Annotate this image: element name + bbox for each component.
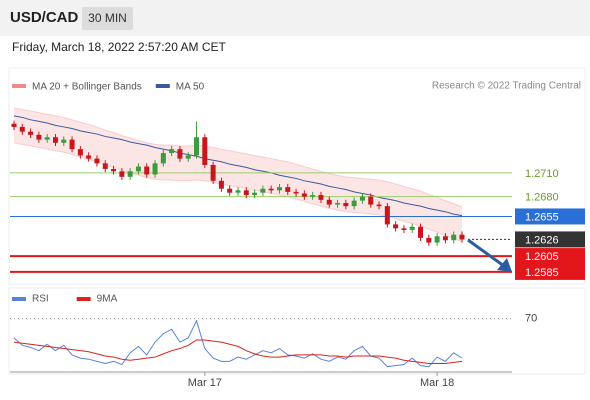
- level-box: [515, 231, 585, 248]
- timestamp: Friday, March 18, 2022 2:57:20 AM CET: [12, 40, 227, 54]
- candle-body: [144, 166, 150, 175]
- arrow-head: [497, 258, 512, 272]
- indicator-line: [13, 339, 463, 364]
- candle-body: [459, 234, 465, 240]
- level-label: 1.2710: [525, 168, 559, 180]
- candle-body: [451, 234, 457, 241]
- candle-body: [94, 158, 100, 164]
- candle-body: [111, 168, 117, 172]
- candle-body: [127, 171, 133, 177]
- bollinger-band: [14, 107, 462, 242]
- candle-body: [252, 192, 258, 196]
- candle-body: [376, 204, 382, 207]
- legend-label: 9MA: [97, 294, 118, 305]
- legend-swatch: [155, 84, 170, 88]
- candle-body: [177, 149, 183, 159]
- candle-body: [418, 226, 424, 238]
- legend-label: MA 20 + Bollinger Bands: [32, 82, 142, 93]
- level-label: 1.2605: [525, 251, 559, 263]
- band-edge: [13, 107, 463, 208]
- candle-body: [185, 155, 191, 159]
- candle-body: [119, 171, 125, 177]
- candle-body: [301, 193, 307, 197]
- level-label: 1.2680: [525, 192, 559, 204]
- candle-body: [326, 199, 332, 205]
- candle-body: [268, 188, 274, 191]
- y-tick-label: 70: [525, 313, 537, 325]
- candle-body: [28, 131, 34, 135]
- forecast-arrow: [467, 238, 505, 268]
- candle-body: [227, 188, 233, 193]
- candle-body: [160, 153, 166, 164]
- candle-body: [194, 137, 200, 156]
- candle-body: [359, 196, 365, 201]
- candle-body: [52, 137, 58, 143]
- candle-body: [335, 202, 341, 205]
- candle-body: [169, 149, 175, 154]
- candle-body: [243, 190, 249, 196]
- source: Research © 2022 Trading Central: [432, 81, 581, 92]
- candle-body: [44, 137, 50, 140]
- candle-body: [36, 134, 42, 140]
- candle-body: [384, 206, 390, 225]
- level-label: 1.2585: [525, 267, 559, 279]
- candle-body: [152, 163, 158, 175]
- candle-body: [409, 226, 415, 230]
- indicator-line: [13, 319, 463, 368]
- price-panel: [8, 67, 586, 285]
- candle-body: [260, 188, 266, 193]
- candle-body: [401, 228, 407, 230]
- candle-body: [69, 139, 75, 150]
- level-box: [515, 248, 585, 265]
- level-label: 1.2655: [525, 211, 559, 223]
- candle-body: [426, 237, 432, 243]
- candle-body: [442, 236, 448, 241]
- symbol: USD/CAD: [10, 9, 79, 26]
- candle-body: [318, 195, 324, 200]
- candle-body: [61, 139, 67, 143]
- candle-body: [210, 164, 216, 181]
- legend-label: MA 50: [176, 82, 205, 93]
- candle-body: [434, 236, 440, 243]
- candle-body: [351, 200, 357, 207]
- legend-swatch: [12, 84, 26, 88]
- level-label: 1.2626: [525, 234, 559, 246]
- ma-line: [13, 115, 463, 217]
- candle-body: [343, 202, 349, 207]
- candle-body: [310, 195, 316, 197]
- candle-body: [218, 180, 224, 189]
- level-box: [515, 208, 585, 225]
- level-box: [515, 263, 585, 280]
- legend-swatch: [12, 297, 26, 301]
- x-tick-label: Mar 18: [420, 377, 454, 389]
- x-tick-label: Mar 17: [188, 377, 222, 389]
- candle-body: [368, 196, 374, 205]
- candle-body: [285, 187, 291, 192]
- candle-body: [293, 191, 299, 194]
- candle-body: [235, 190, 241, 193]
- interval-tab[interactable]: [82, 7, 133, 30]
- candle-body: [393, 224, 399, 229]
- interval[interactable]: 30 MIN: [88, 11, 127, 25]
- plot: MA 20 + Bollinger Bands MA 50 1.2710 1.2680…: [10, 82, 585, 389]
- candle-body: [77, 149, 83, 156]
- candle-body: [19, 126, 25, 132]
- candle-body: [202, 137, 208, 165]
- candle-body: [11, 123, 17, 127]
- candle-body: [276, 187, 282, 191]
- legend-label: RSI: [32, 294, 49, 305]
- legend-swatch: [76, 297, 91, 301]
- rsi-panel: [8, 287, 586, 375]
- candle-body: [102, 163, 108, 169]
- candle-body: [135, 166, 141, 172]
- candle-body: [86, 155, 92, 159]
